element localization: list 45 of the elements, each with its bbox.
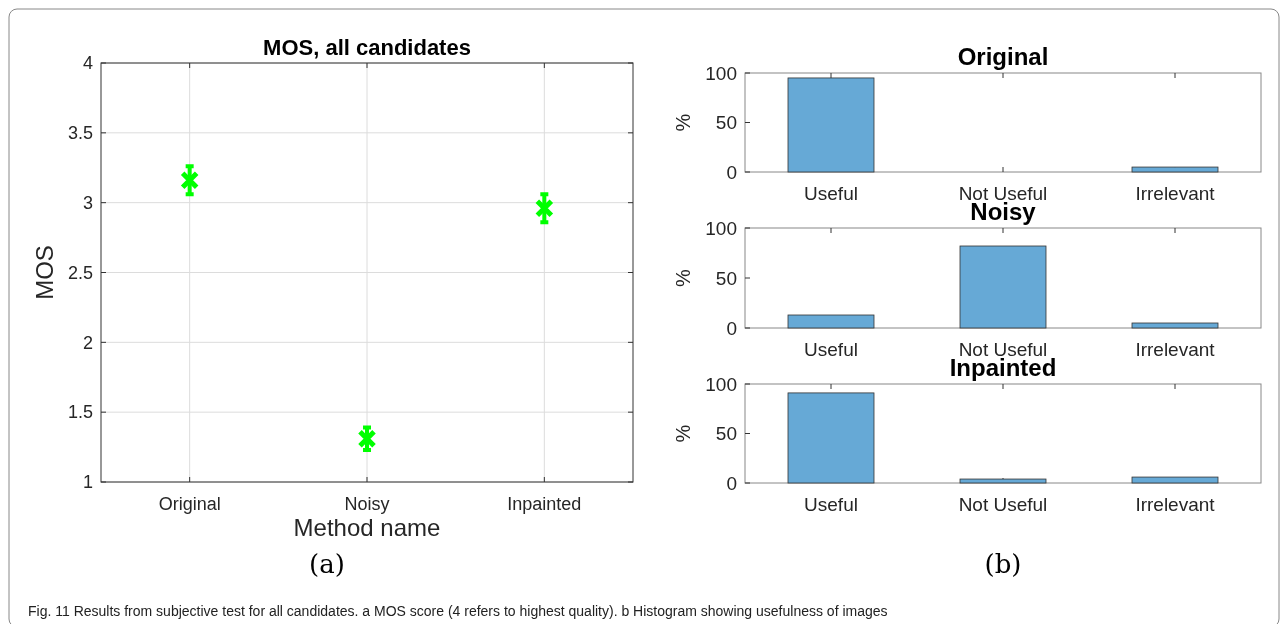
chart-title: Original <box>957 43 1049 70</box>
y-tick-label: 3.5 <box>67 123 93 144</box>
bar <box>959 245 1047 329</box>
y-tick-label: 100 <box>705 217 737 239</box>
x-tick-label: Inpainted <box>507 494 582 515</box>
bar <box>1131 476 1219 484</box>
x-tick-label: Noisy <box>344 494 390 515</box>
y-tick-label: 2.5 <box>67 262 93 283</box>
y-tick-label: 0 <box>726 472 737 494</box>
y-axis-title: % <box>672 113 694 132</box>
x-tick-label: Original <box>158 494 221 515</box>
x-tick-label: Not Useful <box>958 493 1048 515</box>
x-tick-label: Useful <box>804 182 858 204</box>
point <box>357 429 377 449</box>
point <box>534 198 554 218</box>
y-tick-label: 3 <box>82 192 93 213</box>
bar <box>959 478 1047 484</box>
y-tick-label: 0 <box>726 317 737 339</box>
x-tick-label: Irrelevant <box>1135 182 1216 204</box>
x-axis-title: Method name <box>293 514 441 541</box>
y-tick-label: 1 <box>82 472 93 493</box>
y-axis-title: MOS <box>31 245 58 300</box>
bar <box>787 314 875 329</box>
y-tick-label: 100 <box>705 62 737 84</box>
x-tick-label: Irrelevant <box>1135 493 1216 515</box>
y-tick-label: 4 <box>82 53 93 74</box>
bar <box>787 392 875 484</box>
chart-title: MOS, all candidates <box>263 35 471 60</box>
x-tick-label: Useful <box>804 493 858 515</box>
text: (a) <box>309 549 345 579</box>
y-tick-label: 2 <box>82 332 93 353</box>
y-tick-label: 100 <box>705 373 737 395</box>
text: (b) <box>984 549 1022 579</box>
point <box>180 170 200 190</box>
y-tick-label: 50 <box>715 267 737 289</box>
y-axis-title: % <box>672 424 694 443</box>
caption: Fig. 11 Results from subjective test for all candidates. a MOS score (4 refers to highest quality). b Histogram showing usefulness of images <box>28 603 888 619</box>
y-axis-title: % <box>672 268 694 287</box>
y-tick-label: 0 <box>726 161 737 183</box>
y-tick-label: 50 <box>715 112 737 134</box>
y-tick-label: 1.5 <box>67 402 93 423</box>
bar <box>1131 322 1219 329</box>
x-tick-label: Useful <box>804 338 858 360</box>
x-tick-label: Irrelevant <box>1135 338 1216 360</box>
y-tick-label: 50 <box>715 423 737 445</box>
